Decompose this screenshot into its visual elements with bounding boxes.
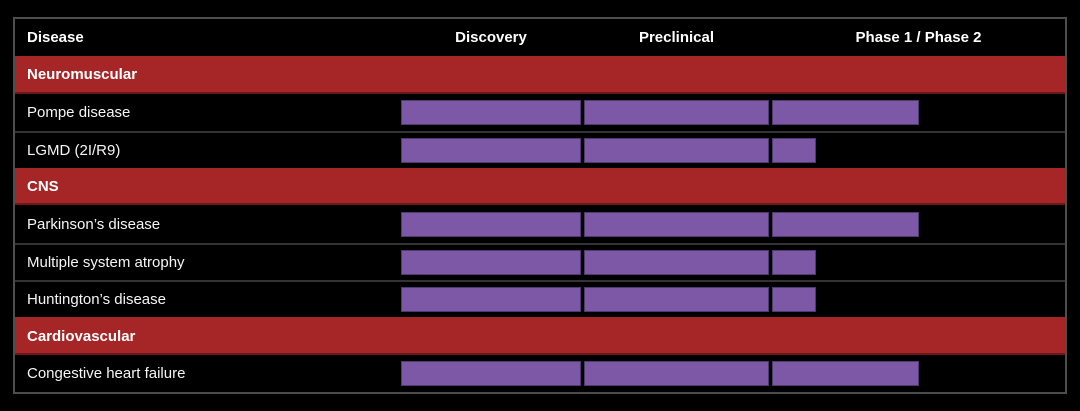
progress-bar-segment-preclinical xyxy=(584,360,769,386)
progress-bar-segment-phase1-phase2 xyxy=(772,138,816,164)
disease-label: Huntington’s disease xyxy=(27,291,166,309)
section-label: CNS xyxy=(27,178,59,196)
progress-bar-segment-phase1-phase2 xyxy=(772,360,919,386)
section-label: Neuromuscular xyxy=(27,66,138,84)
progress-bar-segment-discovery xyxy=(401,211,581,237)
section-row-cardiovascular: Cardiovascular xyxy=(15,317,1065,355)
progress-bar-segment-preclinical xyxy=(584,211,769,237)
table-header-row: Disease Discovery Preclinical Phase 1 / … xyxy=(15,19,1065,57)
progress-bar-segment-preclinical xyxy=(584,287,769,313)
program-row-pompe-disease: Pompe disease xyxy=(15,93,1065,131)
section-label: Cardiovascular xyxy=(27,327,136,345)
progress-bar-segment-preclinical xyxy=(584,249,769,275)
program-row-multiple-system-atrophy: Multiple system atrophy xyxy=(15,242,1065,281)
progress-bar-segment-phase1-phase2 xyxy=(772,287,816,313)
pipeline-table: Disease Discovery Preclinical Phase 1 / … xyxy=(13,17,1067,394)
progress-bar-segment-preclinical xyxy=(584,99,769,125)
progress-bar-segment-phase1-phase2 xyxy=(772,249,816,275)
progress-bar-segment-discovery xyxy=(401,249,581,275)
progress-bar-segment-discovery xyxy=(401,360,581,386)
program-row-congestive-heart-failure: Congestive heart failure xyxy=(15,354,1065,392)
progress-bar-segment-phase1-phase2 xyxy=(772,211,919,237)
disease-label: LGMD (2I/R9) xyxy=(27,142,121,160)
column-header-disease: Disease xyxy=(27,29,84,47)
program-row-lgmd: LGMD (2I/R9) xyxy=(15,130,1065,169)
column-header-preclinical: Preclinical xyxy=(638,29,715,47)
progress-bar-segment-discovery xyxy=(401,138,581,164)
disease-label: Parkinson’s disease xyxy=(27,215,161,233)
section-row-neuromuscular: Neuromuscular xyxy=(15,56,1065,94)
column-header-discovery: Discovery xyxy=(455,29,527,47)
section-row-cns: CNS xyxy=(15,168,1065,206)
program-row-parkinsons-disease: Parkinson’s disease xyxy=(15,205,1065,243)
progress-bar-segment-discovery xyxy=(401,99,581,125)
disease-label: Multiple system atrophy xyxy=(27,253,185,271)
progress-bar-segment-phase1-phase2 xyxy=(772,99,919,125)
column-header-phase1-phase2: Phase 1 / Phase 2 xyxy=(855,29,982,47)
disease-label: Congestive heart failure xyxy=(27,364,186,382)
disease-label: Pompe disease xyxy=(27,103,131,121)
progress-bar-segment-discovery xyxy=(401,287,581,313)
progress-bar-segment-preclinical xyxy=(584,138,769,164)
program-row-huntingtons-disease: Huntington’s disease xyxy=(15,280,1065,318)
